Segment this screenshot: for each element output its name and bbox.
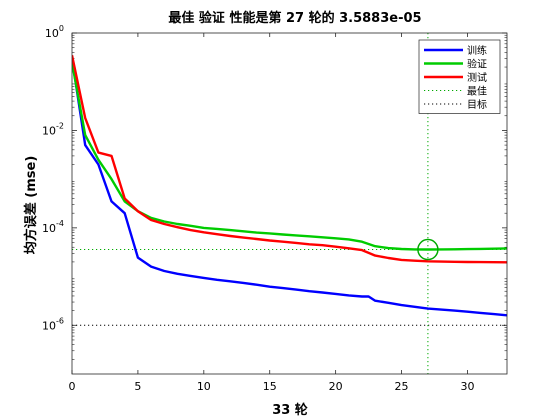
x-tick-label: 25: [395, 380, 409, 393]
x-tick-label: 30: [460, 380, 474, 393]
x-tick-label: 20: [329, 380, 343, 393]
legend-label-测试: 测试: [467, 71, 487, 84]
x-tick-label: 15: [263, 380, 277, 393]
legend-label-训练: 训练: [467, 44, 487, 57]
x-axis-label: 33 轮: [272, 402, 308, 418]
series-lines: [72, 54, 507, 317]
y-tick-label: 10-6: [42, 316, 64, 332]
y-tick-label: 10-4: [42, 219, 64, 235]
chart-title: 最佳 验证 性能是第 27 轮的 3.5883e-05: [168, 10, 421, 26]
x-tick-label: 10: [197, 380, 211, 393]
plot-frame: [71, 32, 508, 375]
legend-label-目标: 目标: [467, 99, 487, 111]
legend-label-最佳: 最佳: [467, 85, 487, 98]
y-tick-label: 10-2: [42, 121, 64, 137]
best-point-marker: [417, 238, 439, 261]
x-tick-label: 5: [134, 380, 141, 393]
y-axis-label: 均方误差 (mse): [23, 156, 39, 255]
y-tick-label: 100: [45, 24, 64, 40]
x-tick-label: 0: [69, 380, 76, 393]
series-line-测试: [72, 54, 507, 264]
legend-label-验证: 验证: [467, 58, 487, 71]
series-line-训练: [72, 58, 507, 317]
